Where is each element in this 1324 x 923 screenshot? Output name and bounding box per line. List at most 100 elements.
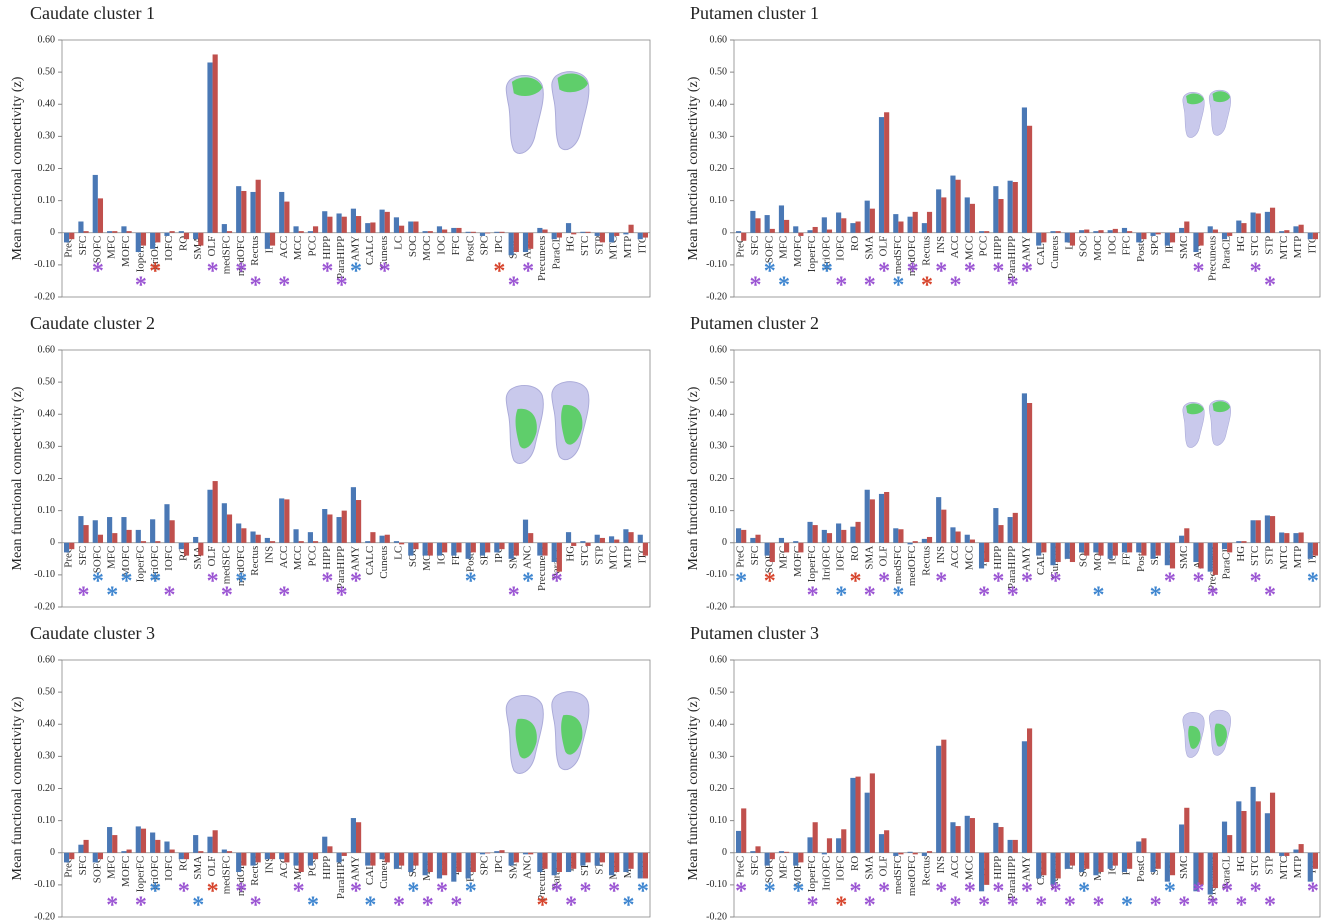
significance-star: * [321,568,333,594]
bar [1013,182,1018,233]
significance-star: * [950,272,962,298]
bar [193,835,198,853]
y-tick-label: -0.10 [34,259,55,270]
bar [485,853,490,854]
bar [523,520,528,543]
bar [585,543,590,546]
significance-star: * [508,272,520,298]
bar [798,543,803,553]
x-category-label: MFC [778,236,790,259]
bar [609,853,614,875]
bar [1251,213,1256,233]
significance-star: * [149,568,161,594]
significance-star: * [807,582,819,608]
bar [170,520,175,542]
significance-star: * [393,892,405,918]
bar [836,213,841,233]
bar [1236,801,1241,852]
x-category-label: STC [579,546,591,566]
bar [336,517,341,543]
bar [1241,541,1246,543]
bar [423,231,428,233]
bar [770,229,775,233]
bar [741,808,746,852]
bar [299,853,304,872]
bar [1150,233,1155,236]
bar [64,543,69,553]
significance-star: * [892,272,904,298]
bar [528,853,533,855]
bar [1165,233,1170,246]
bar [437,853,442,879]
bar [213,830,218,852]
significance-star: * [864,892,876,918]
x-category-label: ANC [522,856,534,879]
y-axis-label: Mean functional connectivity (z) [10,696,25,880]
bar [798,233,803,236]
bar [494,851,499,853]
y-tick-label: 0.40 [38,99,56,110]
page: {"chart_data": [ {"type": "bar", "title"… [0,0,1324,923]
significance-star: * [1092,892,1104,918]
bar [1222,543,1227,549]
bar [1141,233,1146,239]
bar [78,516,83,543]
bar [1108,230,1113,233]
x-category-label: SMA [863,546,875,570]
bar [1027,126,1032,233]
x-category-label: IPC [493,856,505,873]
x-category-label: Rectus [249,546,261,576]
bar [927,851,932,853]
x-category-label: medSFC [220,546,232,585]
y-tick-label: -0.20 [34,911,55,922]
bar [898,853,903,855]
significance-star: * [1193,568,1205,594]
bar [256,853,261,863]
bar [480,233,485,236]
significance-star: * [978,892,990,918]
bar [984,543,989,562]
chart-panel: Putamen cluster 2Mean functional connect… [686,313,1320,612]
bar [451,543,456,556]
x-category-label: SMC [1178,856,1190,879]
x-category-label: IOFC [835,236,847,261]
bar [1022,107,1027,232]
significance-star: * [336,272,348,298]
significance-star: * [135,272,147,298]
x-category-label: MCC [292,546,304,570]
bar [121,851,126,853]
x-category-label: HG [1235,546,1247,562]
bar [1070,233,1075,246]
bar [413,222,418,233]
bar [638,233,643,239]
bar [1213,230,1218,233]
bar [265,233,270,249]
bar [779,851,784,853]
significance-star: * [436,878,448,904]
x-category-label: HIPP [992,236,1004,260]
significance-star: * [1150,892,1162,918]
bar [580,541,585,543]
bar [308,231,313,233]
bar [1084,543,1089,556]
bar [1013,840,1018,853]
x-category-label: OLF [878,856,890,877]
x-category-label: IPC [493,236,505,253]
x-category-label: MTP [1292,546,1304,569]
bar [1270,208,1275,233]
bar [250,853,255,866]
bar [198,233,203,246]
y-tick-label: 0 [50,227,55,238]
x-category-label: HIPP [992,546,1004,570]
bar [93,175,98,233]
significance-star: * [422,892,434,918]
bar [736,528,741,542]
significance-star: * [792,878,804,904]
x-category-label: HG [565,546,577,562]
bar [241,853,246,866]
y-tick-label: 0.10 [710,815,728,826]
bar [970,540,975,543]
bar [1113,229,1118,233]
y-tick-label: 0.40 [38,719,56,730]
bar [227,851,232,853]
